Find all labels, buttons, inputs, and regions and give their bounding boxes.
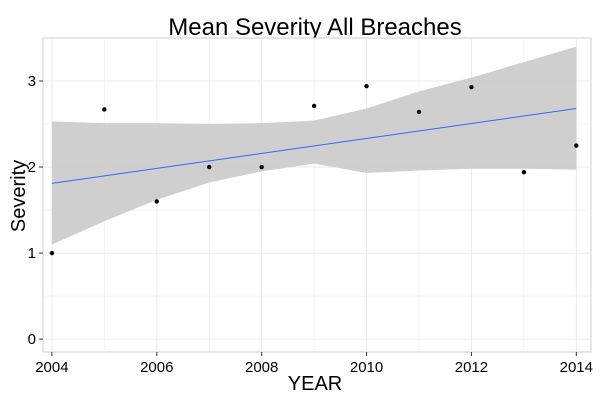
y-tick-label: 1	[28, 245, 36, 262]
x-tick-label: 2012	[455, 359, 488, 376]
x-tick-label: 2006	[140, 359, 173, 376]
data-point	[311, 103, 317, 109]
x-axis-ticks: 2004 2006 2008 2010 2012 2014	[35, 352, 593, 376]
points-layer	[49, 83, 579, 256]
y-axis-title: Severity	[8, 160, 30, 232]
data-point	[469, 84, 474, 90]
data-point	[574, 143, 579, 148]
y-axis-ticks: 0 1 2 3	[28, 73, 43, 348]
y-tick-label: 2	[28, 159, 36, 176]
data-point	[49, 250, 55, 256]
data-point	[416, 109, 422, 115]
trend-line	[51, 108, 577, 184]
data-point	[364, 83, 369, 89]
data-point	[521, 170, 527, 175]
x-axis-title: YEAR	[288, 373, 342, 395]
x-tick-label: 2008	[245, 359, 278, 376]
trend-line-layer	[51, 108, 577, 184]
x-tick-label: 2014	[560, 359, 593, 376]
data-point	[207, 164, 212, 170]
data-point	[102, 107, 107, 112]
data-point	[154, 199, 159, 204]
x-tick-label: 2010	[350, 359, 383, 376]
x-tick-label: 2004	[35, 359, 68, 376]
y-tick-label: 0	[28, 331, 36, 348]
chart-title: Mean Severity All Breaches	[168, 14, 461, 41]
y-tick-label: 3	[28, 73, 36, 90]
data-point	[259, 164, 264, 170]
